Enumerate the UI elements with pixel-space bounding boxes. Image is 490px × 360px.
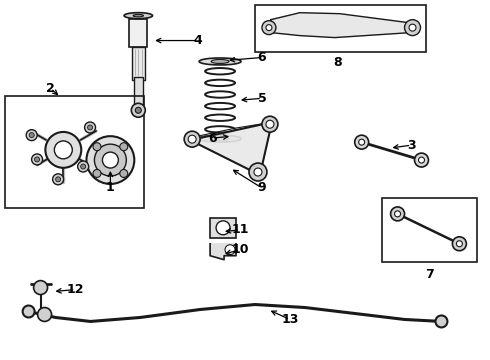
Ellipse shape xyxy=(133,14,144,17)
Circle shape xyxy=(31,154,43,165)
Circle shape xyxy=(78,161,89,172)
Circle shape xyxy=(93,143,101,151)
Text: 1: 1 xyxy=(106,181,115,194)
Circle shape xyxy=(102,152,119,168)
Circle shape xyxy=(34,280,48,294)
Circle shape xyxy=(86,136,134,184)
Bar xyxy=(132,46,145,80)
Circle shape xyxy=(262,21,276,35)
Circle shape xyxy=(216,221,230,235)
Circle shape xyxy=(95,144,126,176)
Circle shape xyxy=(394,211,400,217)
Circle shape xyxy=(35,157,40,162)
Ellipse shape xyxy=(124,13,152,19)
Circle shape xyxy=(225,245,235,255)
Circle shape xyxy=(23,306,35,318)
Circle shape xyxy=(184,131,200,147)
Circle shape xyxy=(262,116,278,132)
Circle shape xyxy=(120,170,128,177)
Polygon shape xyxy=(210,244,236,260)
Ellipse shape xyxy=(211,137,229,141)
Ellipse shape xyxy=(211,59,229,63)
Circle shape xyxy=(409,24,416,31)
Bar xyxy=(255,5,426,53)
Circle shape xyxy=(38,307,51,321)
Circle shape xyxy=(135,107,141,113)
Circle shape xyxy=(131,103,145,117)
Circle shape xyxy=(85,122,96,133)
Ellipse shape xyxy=(199,135,241,142)
Text: 12: 12 xyxy=(67,283,84,296)
Circle shape xyxy=(452,237,466,251)
Circle shape xyxy=(415,153,428,167)
Circle shape xyxy=(405,20,420,36)
Bar xyxy=(210,218,236,238)
Bar xyxy=(129,19,147,46)
Text: 8: 8 xyxy=(333,56,342,69)
Bar xyxy=(5,96,144,208)
Circle shape xyxy=(93,170,101,177)
Text: 9: 9 xyxy=(258,181,266,194)
Circle shape xyxy=(56,177,61,182)
Text: 13: 13 xyxy=(281,313,298,326)
Bar xyxy=(382,198,477,262)
Circle shape xyxy=(120,143,128,151)
Text: 5: 5 xyxy=(258,92,267,105)
Ellipse shape xyxy=(199,58,241,65)
Text: 6: 6 xyxy=(208,132,217,145)
Circle shape xyxy=(355,135,368,149)
Circle shape xyxy=(456,241,463,247)
Circle shape xyxy=(52,174,64,185)
Circle shape xyxy=(54,141,73,159)
Circle shape xyxy=(359,139,365,145)
Circle shape xyxy=(391,207,405,221)
Circle shape xyxy=(418,157,424,163)
Circle shape xyxy=(266,24,272,31)
Text: 6: 6 xyxy=(258,51,266,64)
Text: 4: 4 xyxy=(194,34,202,47)
Text: 10: 10 xyxy=(231,243,249,256)
Text: 7: 7 xyxy=(425,268,434,281)
Polygon shape xyxy=(271,13,411,37)
Polygon shape xyxy=(190,122,272,175)
Circle shape xyxy=(88,125,93,130)
Bar xyxy=(134,77,143,105)
Circle shape xyxy=(436,315,447,328)
Text: 3: 3 xyxy=(407,139,416,152)
Circle shape xyxy=(254,168,262,176)
Text: 11: 11 xyxy=(231,223,249,236)
Text: 2: 2 xyxy=(46,82,55,95)
Circle shape xyxy=(26,130,37,141)
Circle shape xyxy=(266,120,274,128)
Circle shape xyxy=(81,164,86,169)
Circle shape xyxy=(29,132,34,138)
Circle shape xyxy=(188,135,196,143)
Circle shape xyxy=(249,163,267,181)
Circle shape xyxy=(46,132,81,168)
